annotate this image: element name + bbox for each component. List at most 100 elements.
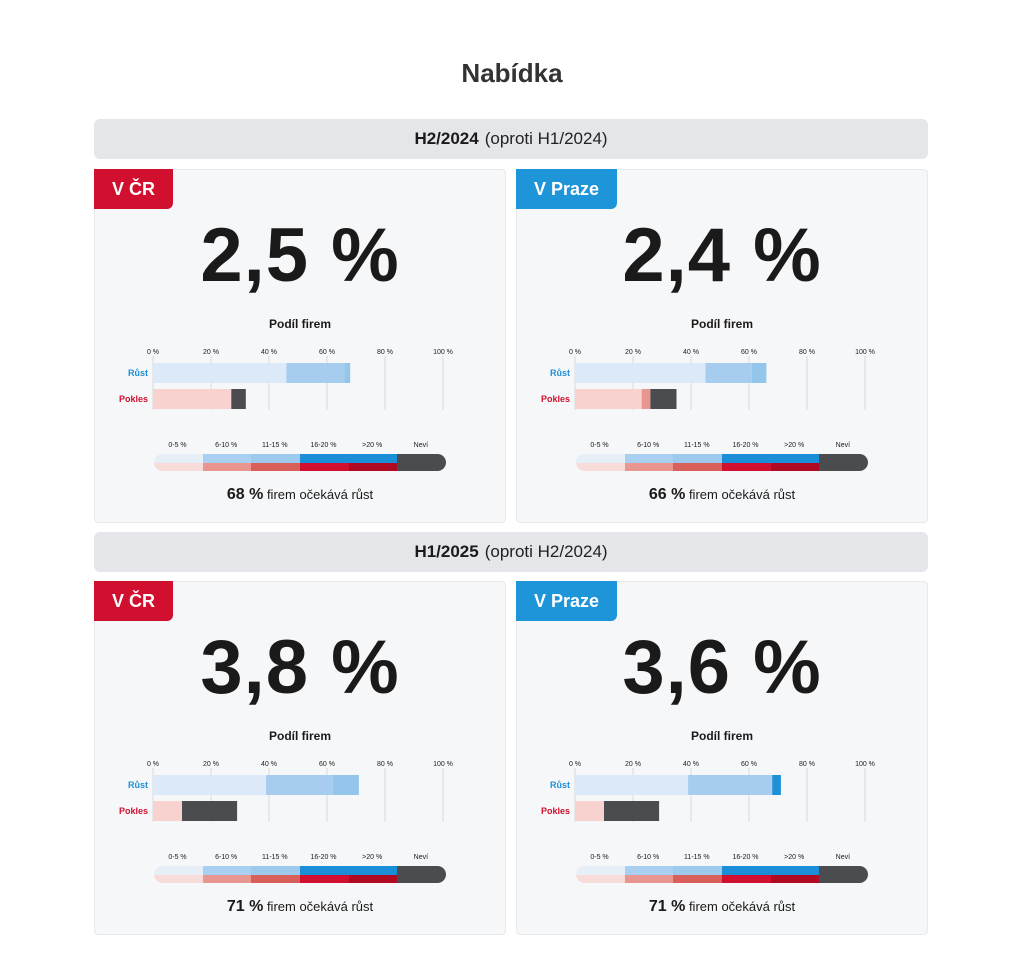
expectation-text: 71 % firem očekává růst	[517, 898, 927, 916]
legend-swatch	[576, 866, 625, 883]
section-period: H1/2025	[414, 542, 479, 561]
growth-value: 3,6 %	[622, 625, 822, 710]
legend-swatch	[673, 454, 722, 471]
bar-segment	[153, 801, 182, 821]
bar-segment	[231, 389, 246, 409]
legend-label: 6-10 %	[637, 442, 660, 449]
legend-swatch	[770, 866, 820, 883]
bar-segment	[286, 363, 345, 383]
x-tick-label: 80 %	[377, 349, 393, 356]
x-tick-label: 100 %	[855, 349, 875, 356]
card-cr-h1-2025: V ČR 3,8 % Podíl firem 0 % 20 % 40 % 60 % 80…	[94, 581, 506, 935]
bar-segment	[604, 801, 660, 821]
bar-segment	[153, 775, 267, 795]
legend-swatch	[251, 866, 300, 883]
share-label: Podíl firem	[690, 317, 753, 331]
legend-swatch	[299, 454, 349, 471]
legend-label: 6-10 %	[215, 854, 238, 861]
expectation-percent: 68 %	[226, 486, 264, 503]
legend-swatch	[721, 454, 771, 471]
category-label: Pokles	[541, 806, 570, 816]
expectation-percent: 71 %	[226, 898, 264, 915]
bar-segment	[575, 389, 642, 409]
card-praha-h2-2024: V Praze 2,4 % Podíl firem 0 % 20 % 40 % 60 …	[516, 169, 928, 523]
legend-label: 16-20 %	[310, 442, 337, 449]
legend-labels: 0-5 % 6-10 % 11-15 % 16-20 % >20 % Neví	[153, 854, 445, 864]
legend-label: Neví	[835, 442, 851, 449]
bar-segment	[705, 363, 752, 383]
bar-segment	[772, 775, 781, 795]
legend-swatch	[299, 866, 349, 883]
bar-segment	[751, 363, 767, 383]
section-compare: (oproti H1/2024)	[484, 129, 608, 148]
expectation-percent: 66 %	[648, 486, 686, 503]
x-tick-label: 60 %	[741, 349, 757, 356]
legend-swatch	[673, 866, 722, 883]
category-label: Růst	[550, 368, 570, 378]
bar-segment	[575, 775, 689, 795]
category-label: Růst	[550, 780, 570, 790]
legend-label: 0-5 %	[168, 854, 187, 861]
legend-color-bar	[154, 454, 446, 471]
legend-swatch	[154, 866, 203, 883]
x-tick-label: 80 %	[377, 761, 393, 768]
x-tick-label: 60 %	[319, 349, 335, 356]
legend-swatch	[819, 454, 868, 471]
bar-segment	[688, 775, 773, 795]
expectation-text: 68 % firem očekává růst	[95, 486, 505, 504]
legend-swatch	[770, 454, 820, 471]
stacked-bar-chart: 0 % 20 % 40 % 60 % 80 % 100 % Růst Pokles	[119, 349, 453, 410]
x-tick-label: 40 %	[261, 761, 277, 768]
category-label: Pokles	[119, 394, 148, 404]
bar-segment	[650, 389, 677, 409]
legend-label: 11-15 %	[684, 854, 710, 861]
share-label: Podíl firem	[268, 729, 331, 743]
legend-swatch	[251, 454, 300, 471]
bar-segment	[575, 363, 706, 383]
x-tick-label: 40 %	[683, 761, 699, 768]
card-praha-h1-2025: V Praze 3,6 % Podíl firem 0 % 20 % 40 % 60 …	[516, 581, 928, 935]
legend-swatch	[202, 866, 252, 883]
legend-swatch	[154, 454, 203, 471]
category-label: Pokles	[541, 394, 570, 404]
legend-label: 11-15 %	[262, 854, 288, 861]
legend-swatch	[624, 454, 674, 471]
expectation-label: firem očekává růst	[688, 487, 796, 502]
legend-labels: 0-5 % 6-10 % 11-15 % 16-20 % >20 % Neví	[153, 442, 445, 452]
share-label: Podíl firem	[268, 317, 331, 331]
category-label: Růst	[128, 368, 148, 378]
bar-segment	[575, 801, 604, 821]
x-tick-label: 20 %	[625, 761, 641, 768]
legend-swatch	[348, 454, 398, 471]
region-badge: V Praze	[516, 169, 618, 209]
expectation-label: firem očekává růst	[688, 899, 796, 914]
x-tick-label: 40 %	[261, 349, 277, 356]
x-tick-label: 0 %	[147, 761, 159, 768]
card-cr-h2-2024: V ČR 2,5 % Podíl firem 0 % 20 % 40 % 60 % 80…	[94, 169, 506, 523]
section-period: H2/2024	[414, 129, 479, 148]
bar-segment	[641, 389, 651, 409]
share-label: Podíl firem	[690, 729, 753, 743]
category-label: Pokles	[119, 806, 148, 816]
legend-swatch	[397, 454, 446, 471]
stacked-bar-chart: 0 % 20 % 40 % 60 % 80 % 100 % Růst Pokles	[541, 349, 875, 410]
legend-swatch	[576, 454, 625, 471]
legend-label: Neví	[835, 854, 851, 861]
legend-labels: 0-5 % 6-10 % 11-15 % 16-20 % >20 % Neví	[575, 854, 867, 864]
growth-value: 3,8 %	[200, 625, 400, 710]
expectation-label: firem očekává růst	[266, 487, 374, 502]
stacked-bar-chart: 0 % 20 % 40 % 60 % 80 % 100 % Růst Pokles	[541, 761, 875, 822]
region-badge: V ČR	[94, 581, 174, 621]
page-title: Nabídka	[461, 58, 563, 88]
expectation-percent: 71 %	[648, 898, 686, 915]
legend-swatch	[397, 866, 446, 883]
section-header-h1-2025: H1/2025 (oproti H2/2024)	[94, 532, 928, 572]
stacked-bar-chart: 0 % 20 % 40 % 60 % 80 % 100 % Růst Pokles	[119, 761, 453, 822]
x-tick-label: 0 %	[569, 349, 581, 356]
legend-label: 16-20 %	[310, 854, 337, 861]
x-tick-label: 100 %	[433, 349, 453, 356]
section-compare: (oproti H2/2024)	[484, 542, 608, 561]
expectation-text: 66 % firem očekává růst	[517, 486, 927, 504]
legend-swatch	[348, 866, 398, 883]
expectation-label: firem očekává růst	[266, 899, 374, 914]
